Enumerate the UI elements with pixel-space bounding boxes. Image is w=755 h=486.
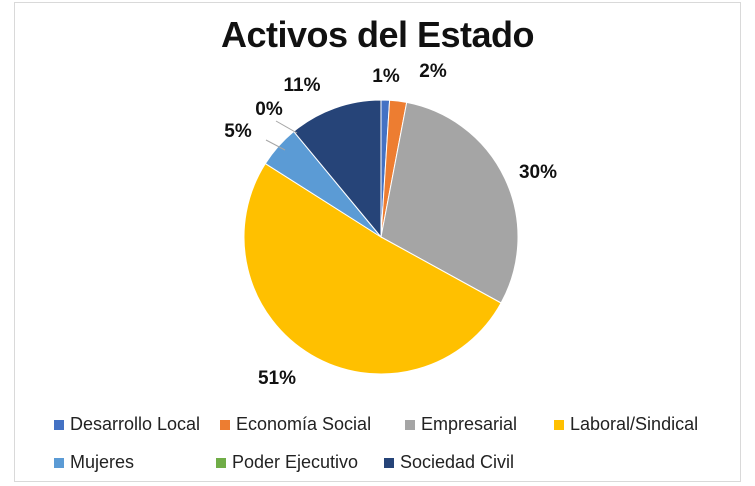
data-label: 11%	[284, 75, 321, 96]
legend-item-laboral-sindical: Laboral/Sindical	[554, 414, 698, 435]
data-label: 30%	[519, 162, 557, 183]
legend-label: Economía Social	[236, 414, 372, 434]
legend-swatch	[554, 419, 564, 430]
legend-label: Mujeres	[70, 452, 135, 472]
legend-swatch	[220, 419, 230, 430]
legend-item-economia-social: Economía Social	[220, 414, 371, 435]
pie-slice-sociedad-civil	[292, 99, 382, 239]
legend-swatch	[54, 457, 64, 468]
legend-swatch	[54, 419, 64, 430]
legend-swatch	[384, 457, 394, 468]
data-label: 5%	[224, 121, 252, 142]
legend-item-poder-ejecutivo: Poder Ejecutivo	[216, 452, 358, 473]
data-label: 1%	[372, 66, 400, 87]
legend-label: Sociedad Civil	[400, 452, 515, 472]
leader-line	[275, 120, 298, 134]
pie-slice-laboral-sindical	[243, 162, 502, 375]
legend-label: Poder Ejecutivo	[232, 452, 359, 472]
legend-label: Empresarial	[421, 414, 518, 434]
data-label: 51%	[258, 368, 296, 389]
legend-item-mujeres: Mujeres	[54, 452, 134, 473]
data-label: 2%	[419, 61, 447, 82]
chart-title: Activos del Estado	[220, 14, 535, 55]
leader-line	[265, 139, 286, 151]
pie-slice-empresarial	[380, 101, 519, 304]
legend-swatch	[216, 457, 226, 468]
legend-item-desarrollo-local: Desarrollo Local	[54, 414, 200, 435]
data-label: 0%	[255, 99, 283, 120]
legend-item-empresarial: Empresarial	[405, 414, 517, 435]
legend-label: Laboral/Sindical	[570, 414, 699, 434]
legend-label: Desarrollo Local	[70, 414, 201, 434]
legend-swatch	[405, 419, 415, 430]
legend-item-sociedad-civil: Sociedad Civil	[384, 452, 514, 473]
